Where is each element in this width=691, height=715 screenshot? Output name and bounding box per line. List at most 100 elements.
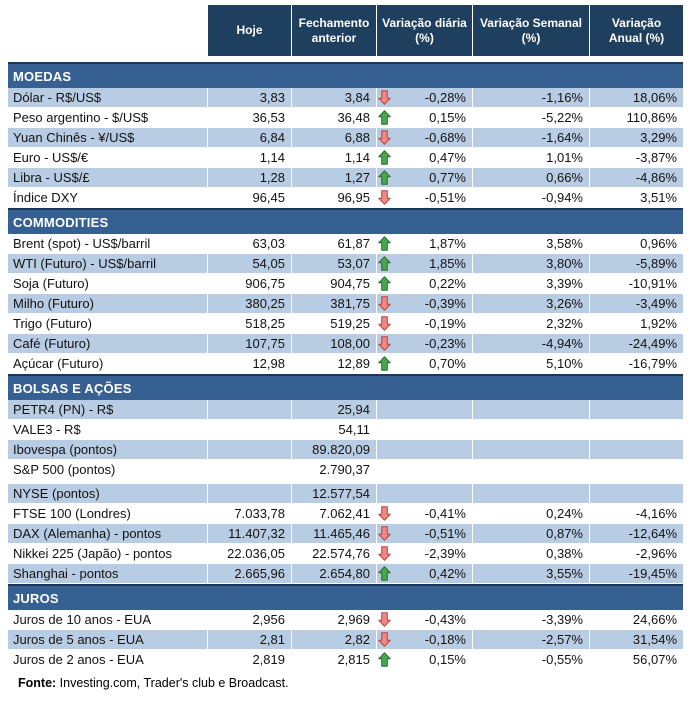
cell-variacao-semanal: 3,55% [473, 564, 590, 583]
cell-variacao-diaria: -2,39% [377, 544, 473, 563]
cell-fechamento-anterior: 7.062,41 [292, 504, 377, 523]
row-label: Soja (Futuro) [8, 274, 208, 293]
cell-variacao-diaria [377, 440, 473, 459]
cell-fechamento-anterior: 12.577,54 [292, 484, 377, 503]
table-row: Nikkei 225 (Japão) - pontos 22.036,05 22.5… [8, 544, 683, 564]
row-label: Trigo (Futuro) [8, 314, 208, 333]
down-arrow-icon [377, 612, 391, 628]
cell-variacao-anual: 24,66% [590, 610, 683, 629]
cell-variacao-semanal [473, 400, 590, 419]
cell-fechamento-anterior: 12,89 [292, 354, 377, 373]
table-row: Shanghai - pontos 2.665,96 2.654,80 0,42% 3,… [8, 564, 683, 584]
variacao-diaria-value: -0,41% [424, 506, 466, 521]
cell-hoje: 518,25 [208, 314, 292, 333]
cell-variacao-semanal [473, 484, 590, 503]
down-arrow-icon [377, 546, 391, 562]
cell-fechamento-anterior: 96,95 [292, 188, 377, 207]
cell-variacao-semanal: -4,94% [473, 334, 590, 353]
cell-variacao-semanal: 1,01% [473, 148, 590, 167]
variacao-diaria-value: -0,23% [424, 336, 466, 351]
cell-variacao-diaria: -0,51% [377, 188, 473, 207]
variacao-diaria-value: 0,47% [429, 150, 466, 165]
cell-fechamento-anterior: 6,88 [292, 128, 377, 147]
cell-variacao-semanal: -0,94% [473, 188, 590, 207]
cell-fechamento-anterior: 2,82 [292, 630, 377, 649]
table-row: Café (Futuro) 107,75 108,00 -0,23% -4,94% -24… [8, 334, 683, 354]
source-text: Investing.com, Trader's club e Broadcast… [56, 676, 289, 690]
table-row: Brent (spot) - US$/barril 63,03 61,87 1,87%… [8, 234, 683, 254]
cell-variacao-semanal: -1,64% [473, 128, 590, 147]
variacao-diaria-value: -0,28% [424, 90, 466, 105]
cell-variacao-diaria: 1,85% [377, 254, 473, 273]
cell-hoje: 96,45 [208, 188, 292, 207]
cell-variacao-semanal: 0,87% [473, 524, 590, 543]
cell-fechamento-anterior: 2.790,37 [292, 460, 377, 479]
cell-fechamento-anterior: 89.820,09 [292, 440, 377, 459]
cell-variacao-anual: 3,51% [590, 188, 683, 207]
variacao-diaria-value: 0,42% [429, 566, 466, 581]
cell-fechamento-anterior: 108,00 [292, 334, 377, 353]
row-label: Juros de 5 anos - EUA [8, 630, 208, 649]
cell-variacao-diaria: -0,41% [377, 504, 473, 523]
cell-fechamento-anterior: 53,07 [292, 254, 377, 273]
cell-variacao-diaria: 0,22% [377, 274, 473, 293]
cell-variacao-diaria: -0,23% [377, 334, 473, 353]
cell-variacao-semanal: -1,16% [473, 88, 590, 107]
cell-hoje: 2.665,96 [208, 564, 292, 583]
cell-variacao-semanal: 3,80% [473, 254, 590, 273]
row-label: WTI (Futuro) - US$/barril [8, 254, 208, 273]
cell-hoje: 7.033,78 [208, 504, 292, 523]
up-arrow-icon [377, 566, 391, 582]
cell-fechamento-anterior: 1,27 [292, 168, 377, 187]
up-arrow-icon [377, 150, 391, 166]
cell-hoje: 54,05 [208, 254, 292, 273]
down-arrow-icon [377, 90, 391, 106]
table-row: PETR4 (PN) - R$ 25,94 [8, 400, 683, 420]
cell-variacao-anual [590, 484, 683, 503]
table-row: Dólar - R$/US$ 3,83 3,84 -0,28% -1,16% 18,06% [8, 88, 683, 108]
table-row: Libra - US$/£ 1,28 1,27 0,77% 0,66% -4,86% [8, 168, 683, 188]
variacao-diaria-value: -0,39% [424, 296, 466, 311]
cell-variacao-semanal: 0,24% [473, 504, 590, 523]
table-row: Açúcar (Futuro) 12,98 12,89 0,70% 5,10% -16,7… [8, 354, 683, 374]
cell-variacao-diaria: 0,70% [377, 354, 473, 373]
cell-hoje: 11.407,32 [208, 524, 292, 543]
cell-variacao-diaria: 0,15% [377, 108, 473, 127]
cell-fechamento-anterior: 519,25 [292, 314, 377, 333]
cell-variacao-diaria [377, 420, 473, 439]
row-label: FTSE 100 (Londres) [8, 504, 208, 523]
cell-variacao-anual: -3,87% [590, 148, 683, 167]
table-row: Juros de 5 anos - EUA 2,81 2,82 -0,18% -2,57… [8, 630, 683, 650]
cell-fechamento-anterior: 381,75 [292, 294, 377, 313]
cell-variacao-anual: 18,06% [590, 88, 683, 107]
row-label: PETR4 (PN) - R$ [8, 400, 208, 419]
cell-hoje: 36,53 [208, 108, 292, 127]
variacao-diaria-value: -2,39% [424, 546, 466, 561]
cell-hoje: 1,28 [208, 168, 292, 187]
variacao-diaria-value: -0,19% [424, 316, 466, 331]
cell-hoje: 12,98 [208, 354, 292, 373]
cell-hoje [208, 484, 292, 503]
cell-variacao-diaria: 1,87% [377, 234, 473, 253]
cell-variacao-diaria: -0,19% [377, 314, 473, 333]
cell-hoje: 3,83 [208, 88, 292, 107]
up-arrow-icon [377, 236, 391, 252]
column-header-fechamento-anterior: Fechamento anterior [292, 5, 377, 56]
cell-variacao-anual: 1,92% [590, 314, 683, 333]
cell-variacao-semanal: -5,22% [473, 108, 590, 127]
row-label: Brent (spot) - US$/barril [8, 234, 208, 253]
variacao-diaria-value: 1,85% [429, 256, 466, 271]
table-row: Yuan Chinês - ¥/US$ 6,84 6,88 -0,68% -1,64% 3… [8, 128, 683, 148]
table-row: Peso argentino - $/US$ 36,53 36,48 0,15% -5,… [8, 108, 683, 128]
section-moedas: MOEDAS Dólar - R$/US$ 3,83 3,84 -0,28% -1,16%… [8, 62, 683, 208]
variacao-diaria-value: -0,43% [424, 612, 466, 627]
table-row: Milho (Futuro) 380,25 381,75 -0,39% 3,26% -3,… [8, 294, 683, 314]
column-header-variacao-anual: Variação Anual (%) [590, 5, 683, 56]
cell-variacao-anual: -16,79% [590, 354, 683, 373]
row-label: Juros de 2 anos - EUA [8, 650, 208, 669]
section-commodities: COMMODITIES Brent (spot) - US$/barril 63,0… [8, 208, 683, 374]
cell-variacao-diaria: 0,77% [377, 168, 473, 187]
cell-fechamento-anterior: 904,75 [292, 274, 377, 293]
cell-variacao-semanal: 0,38% [473, 544, 590, 563]
cell-variacao-diaria: 0,42% [377, 564, 473, 583]
